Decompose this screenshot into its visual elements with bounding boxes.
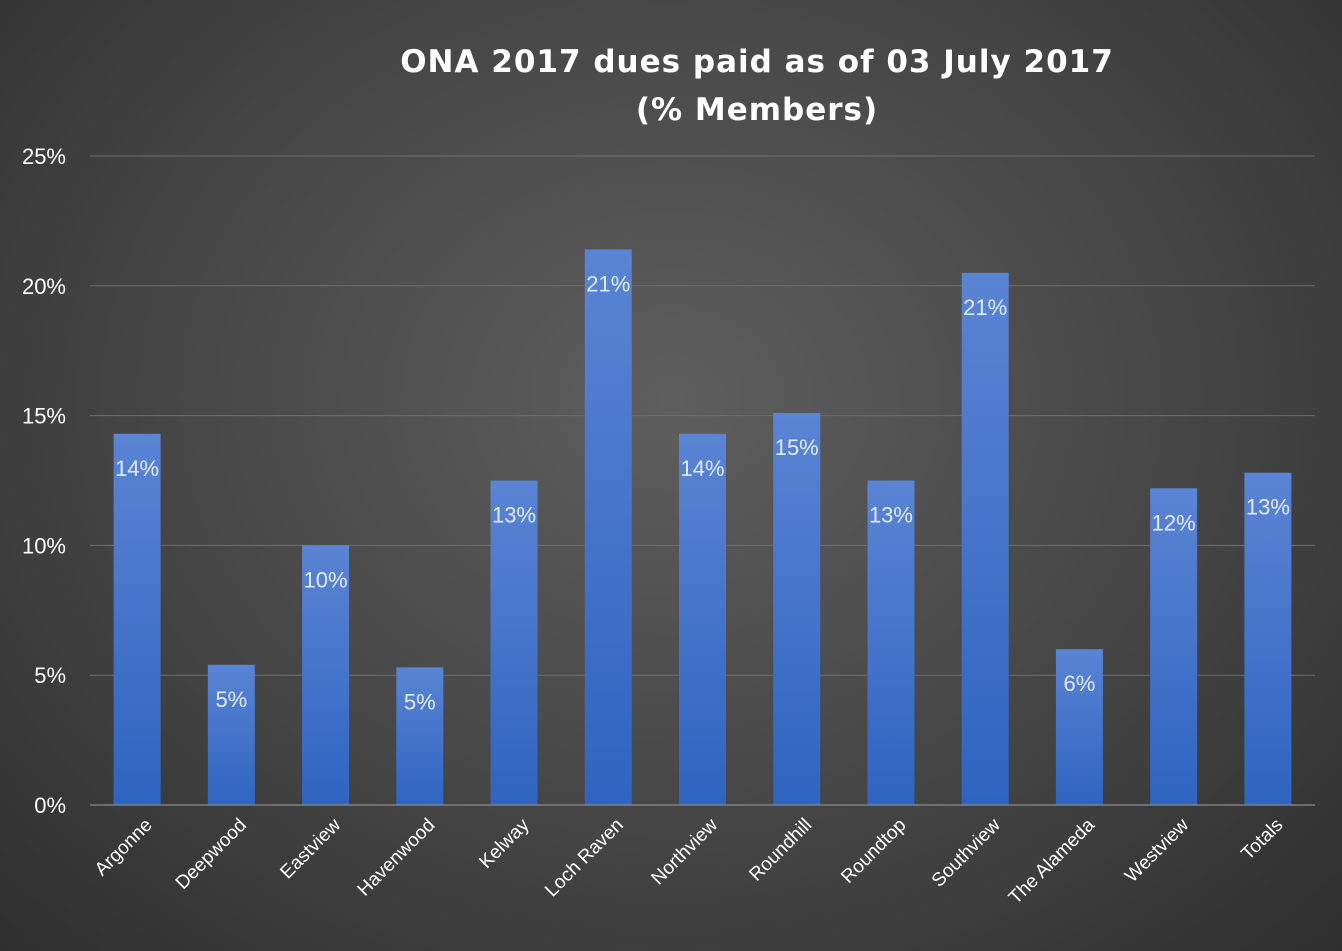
x-tick-label: Southview — [928, 814, 1005, 891]
bar — [302, 545, 350, 805]
bar — [773, 413, 821, 805]
x-tick-label: Argonne — [91, 815, 157, 881]
y-tick-label: 15% — [22, 404, 66, 429]
bar — [584, 249, 632, 805]
x-tick-label: Totals — [1237, 815, 1287, 865]
bar — [679, 433, 726, 805]
y-tick-label: 25% — [22, 144, 66, 169]
x-tick-label: Northview — [647, 814, 722, 889]
data-label: 21% — [586, 271, 630, 296]
data-label: 5% — [215, 687, 247, 712]
x-tick-label: Eastview — [277, 814, 346, 883]
data-label: 13% — [869, 503, 913, 528]
x-tick-label: Westview — [1121, 814, 1193, 886]
data-label: 13% — [492, 503, 536, 528]
data-label: 12% — [1152, 510, 1196, 535]
y-axis-ticks: 0% 5% 10% 15% 20% 25% — [22, 144, 66, 818]
bar — [207, 664, 255, 805]
data-label: 5% — [404, 689, 436, 714]
x-tick-label: Kelway — [475, 814, 534, 873]
x-axis-ticks: Argonne Deepwood Eastview Havenwood Kelway Lo… — [91, 814, 1287, 908]
x-tick-label: The Alameda — [1005, 814, 1099, 908]
gridlines — [90, 155, 1315, 676]
y-tick-label: 20% — [22, 274, 66, 299]
x-tick-label: Roundhill — [745, 815, 816, 886]
y-tick-label: 10% — [22, 533, 66, 558]
chart-title: ONA 2017 dues paid as of 03 July 2017 — [400, 44, 1114, 80]
x-tick-label: Havenwood — [354, 815, 440, 901]
bar — [490, 480, 538, 805]
bar — [867, 480, 915, 805]
bar — [396, 667, 444, 805]
bar — [1244, 472, 1292, 805]
data-label: 13% — [1246, 495, 1290, 520]
x-tick-label: Deepwood — [172, 815, 251, 894]
bars — [113, 249, 1292, 805]
data-label: 14% — [680, 456, 724, 481]
bar — [961, 272, 1009, 805]
y-tick-label: 5% — [34, 663, 66, 688]
bar — [1055, 649, 1103, 805]
x-tick-label: Roundtop — [837, 815, 910, 888]
data-label: 14% — [115, 456, 159, 481]
data-label: 6% — [1064, 671, 1096, 696]
x-tick-label: Loch Raven — [541, 815, 628, 902]
data-label: 21% — [963, 295, 1007, 320]
y-tick-label: 0% — [34, 793, 66, 818]
data-labels: 14% 5% 10% 5% 13% 21% 14% 15% 13% 21% 6% 12% 13% — [115, 271, 1290, 714]
chart-subtitle: (% Members) — [636, 92, 878, 128]
bar — [113, 433, 161, 805]
data-label: 10% — [304, 567, 348, 592]
data-label: 15% — [775, 435, 819, 460]
bar — [1150, 488, 1198, 805]
